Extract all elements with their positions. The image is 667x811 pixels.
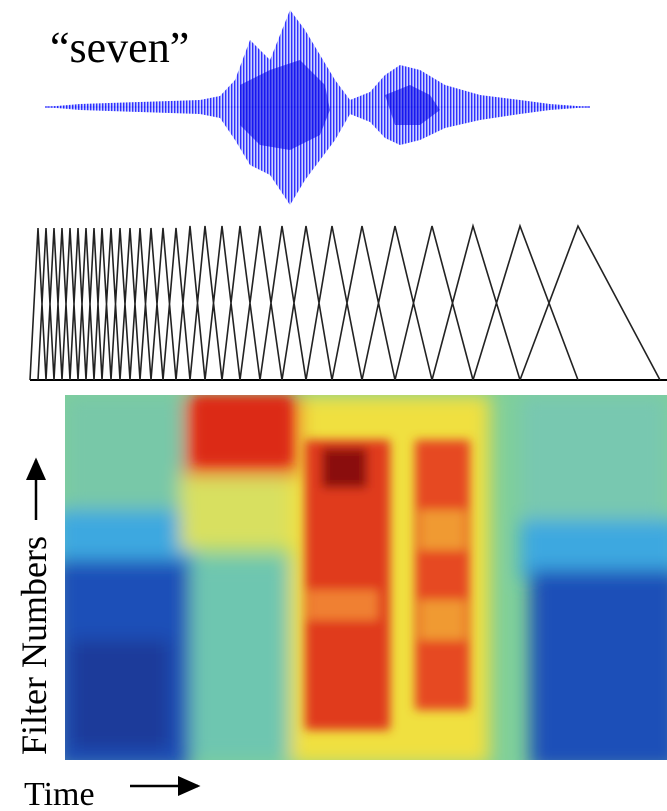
- x-axis-label: Time: [24, 776, 95, 811]
- filterbank: [30, 226, 667, 380]
- figure: “seven” Filte: [0, 0, 667, 811]
- spectrogram: [55, 395, 667, 770]
- y-axis-label: Filter Numbers: [14, 536, 54, 755]
- word-label: “seven”: [50, 23, 189, 72]
- filter-triangles: [30, 226, 660, 380]
